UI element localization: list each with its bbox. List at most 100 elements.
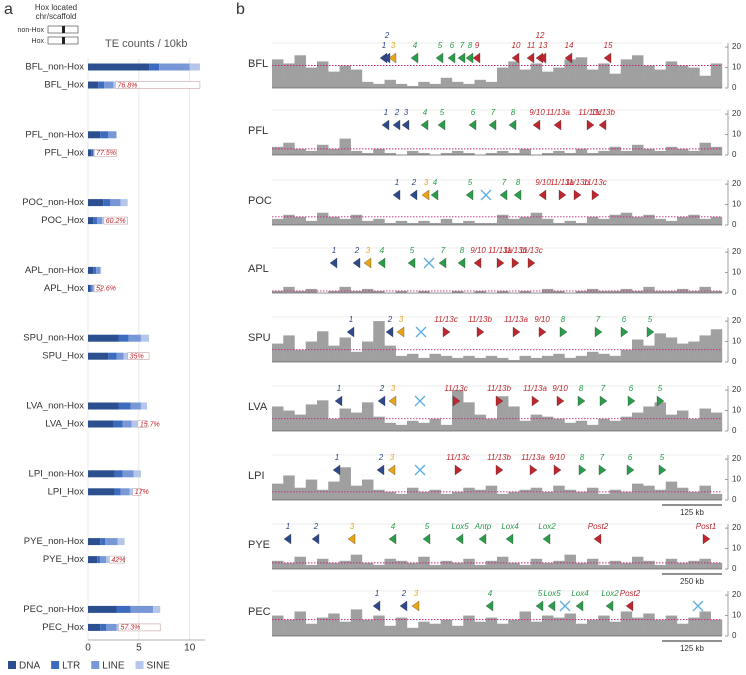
histogram-bar [699, 485, 711, 500]
gene-label: Lox5 [451, 522, 469, 531]
histogram-bar [587, 558, 599, 569]
histogram-bar [710, 562, 723, 569]
histogram-bar [497, 150, 509, 155]
histogram-bar [632, 339, 644, 362]
histogram-bar [429, 564, 441, 569]
gene-label: 6 [622, 315, 627, 324]
gene-marker [538, 189, 547, 201]
histogram-bar [688, 150, 700, 155]
gene-marker [620, 326, 629, 338]
gene-marker [283, 533, 292, 545]
histogram-bar [328, 418, 340, 431]
track-name: SPU [248, 332, 271, 344]
panel-label: a [4, 1, 13, 18]
histogram-bar [305, 150, 318, 155]
histogram-bar [373, 218, 385, 225]
gene-label: 5 [410, 246, 415, 255]
histogram-bar [272, 146, 284, 155]
gene-marker [559, 326, 568, 338]
bar-segment [113, 81, 116, 89]
gene-label: Lox5 [543, 589, 561, 598]
histogram-bar [418, 152, 430, 155]
histogram-bar [474, 290, 486, 293]
histogram-bar [609, 420, 621, 431]
histogram-bar [272, 615, 284, 636]
gene-marker [465, 52, 474, 64]
gene-marker [478, 533, 487, 545]
histogram-bar [553, 353, 565, 362]
bar-segment [140, 402, 148, 410]
histogram-bar [440, 152, 453, 155]
bar-segment [88, 81, 99, 89]
histogram-bar [654, 489, 666, 500]
gene-label: 11/13b [591, 108, 615, 117]
gene-marker [535, 600, 544, 612]
histogram-bar [407, 420, 419, 431]
histogram-bar [654, 564, 666, 569]
gene-label: 11/13b [468, 315, 492, 324]
histogram-bar [620, 416, 633, 431]
y-tick-label: BFL_non-Hox [25, 62, 84, 73]
histogram-bar [429, 353, 441, 362]
histogram-bar [598, 615, 610, 636]
histogram-bar [688, 491, 700, 500]
histogram-bar [665, 481, 678, 500]
y-tick-label: 20 [732, 590, 741, 599]
histogram-bar [710, 216, 723, 225]
histogram-bar [350, 150, 363, 155]
gene-label: 11/13a [550, 178, 574, 187]
gene-marker [377, 395, 386, 407]
gene-marker [626, 464, 635, 476]
legend-swatch [135, 661, 144, 669]
histogram-bar [598, 218, 610, 225]
histogram-bar [710, 412, 723, 431]
data-label: 60.2% [106, 218, 126, 225]
histogram-bar [553, 560, 565, 569]
histogram-bar [632, 55, 644, 88]
histogram-bar [688, 341, 700, 362]
histogram-bar [429, 222, 441, 225]
histogram-bar [677, 65, 689, 88]
gene-marker [421, 189, 430, 201]
bar-segment [97, 556, 101, 564]
histogram-bar [575, 562, 588, 569]
gene-marker [527, 257, 536, 269]
gene-marker [422, 533, 431, 545]
bar-segment [118, 334, 129, 342]
gene-marker [542, 533, 551, 545]
histogram-bar [395, 220, 408, 225]
histogram-bar [418, 491, 430, 500]
histogram-bar [463, 402, 475, 431]
gene-label: 8 [511, 108, 516, 117]
gene-marker [476, 326, 485, 338]
histogram-bar [688, 418, 700, 431]
histogram-bar [384, 625, 396, 636]
gene-label: 2 [387, 315, 393, 324]
gene-label: 9/10 [552, 384, 568, 393]
y-tick-label: PFL_Hox [44, 147, 84, 158]
histogram-bar [699, 611, 711, 636]
histogram-bar [485, 355, 498, 362]
histogram-bar [373, 489, 385, 500]
histogram-bar [317, 212, 329, 225]
gene-label: 7 [502, 178, 507, 187]
histogram-bar [497, 396, 509, 431]
gene-marker [438, 257, 447, 269]
histogram-bar [665, 61, 678, 88]
histogram-bar [373, 564, 385, 569]
gene-marker [401, 119, 410, 131]
histogram-bar [474, 79, 486, 88]
histogram-bar [575, 222, 588, 225]
gene-label: 11/13a [523, 384, 547, 393]
gene-label: 2 [401, 589, 407, 598]
histogram-bar [564, 59, 576, 88]
histogram-bar [643, 406, 655, 431]
histogram-bar [508, 218, 520, 225]
histogram-bar [328, 216, 340, 225]
histogram-bar [407, 85, 419, 88]
bar-segment [159, 63, 190, 71]
gene-marker [332, 464, 341, 476]
y-tick-label: SPU_Hox [42, 351, 84, 362]
gene-label: 7 [441, 246, 446, 255]
gene-label: 11 [527, 41, 535, 50]
